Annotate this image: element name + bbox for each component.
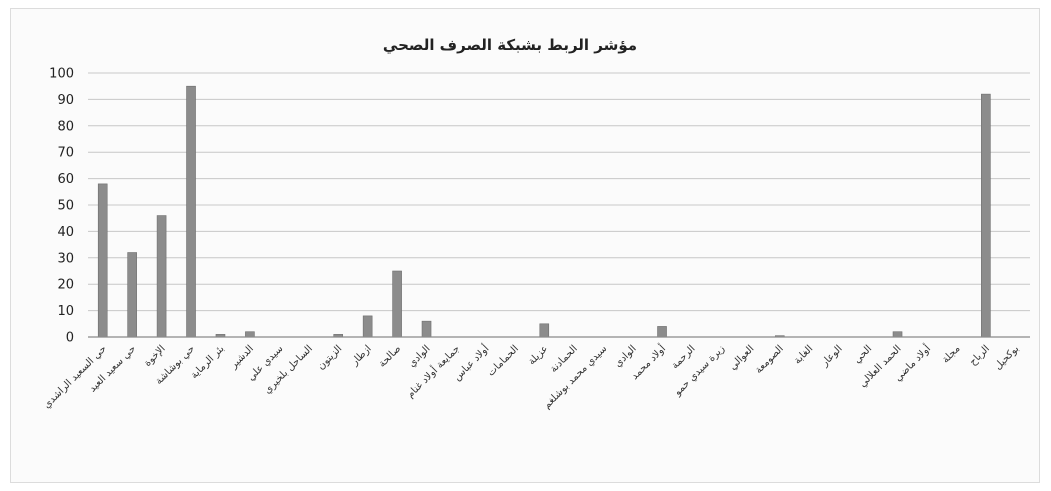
x-tick-label: الزيتون <box>316 343 345 372</box>
x-tick-label: الصومعة <box>753 343 786 376</box>
y-tick-label: 90 <box>57 93 74 108</box>
x-tick-label: الحمامات <box>486 343 521 378</box>
bar <box>127 252 137 338</box>
x-tick-label: مجلة <box>940 343 962 365</box>
y-tick-label: 60 <box>57 172 74 187</box>
bar <box>892 331 903 338</box>
x-tick-label: الوادي <box>406 343 432 369</box>
bar <box>392 270 402 338</box>
gridlines <box>88 72 1030 312</box>
chart-title: مؤشر الربط بشبكة الصرف الصحي <box>383 36 637 54</box>
x-tick-label: الرحمة <box>670 343 698 371</box>
y-tick-label: 20 <box>57 278 74 293</box>
x-tick-label: الرباح <box>967 343 991 367</box>
x-tick-label: الوادي <box>613 343 639 369</box>
x-tick-label: الدشير <box>228 343 256 371</box>
y-tick-label: 0 <box>66 331 74 346</box>
x-tick-label: جمايعة أولاد غنام <box>404 342 462 400</box>
x-tick-label: عزيلة <box>526 343 550 367</box>
y-tick-label: 30 <box>57 251 74 266</box>
bar <box>156 215 167 338</box>
bar <box>97 183 108 338</box>
y-tick-label: 70 <box>57 146 74 161</box>
x-tick-label: الغابة <box>792 343 815 366</box>
chart-frame <box>10 8 1040 483</box>
y-axis-ticks: 0 10 20 30 40 50 60 70 80 90 100 <box>49 67 74 346</box>
x-tick-label: زيرة سيدي حمو <box>672 343 728 399</box>
bar <box>981 93 991 338</box>
bar <box>362 315 373 338</box>
bar <box>421 320 432 338</box>
x-tick-label: الوعار <box>819 343 845 369</box>
x-tick-label: بوكحيل <box>993 343 1022 372</box>
y-tick-label: 50 <box>57 199 74 214</box>
x-tick-label: الحي <box>852 343 874 365</box>
x-tick-label: ازطار <box>349 343 374 368</box>
x-tick-label: صالحة <box>377 343 403 369</box>
bar <box>539 323 550 338</box>
bar <box>186 85 196 338</box>
bar <box>245 331 255 338</box>
y-tick-label: 80 <box>57 119 74 134</box>
x-tick-label: الإخوة <box>142 343 168 369</box>
bar <box>657 326 667 338</box>
y-tick-label: 40 <box>57 225 74 240</box>
y-tick-label: 100 <box>49 67 74 82</box>
y-tick-label: 10 <box>57 304 74 319</box>
bars <box>97 85 991 338</box>
